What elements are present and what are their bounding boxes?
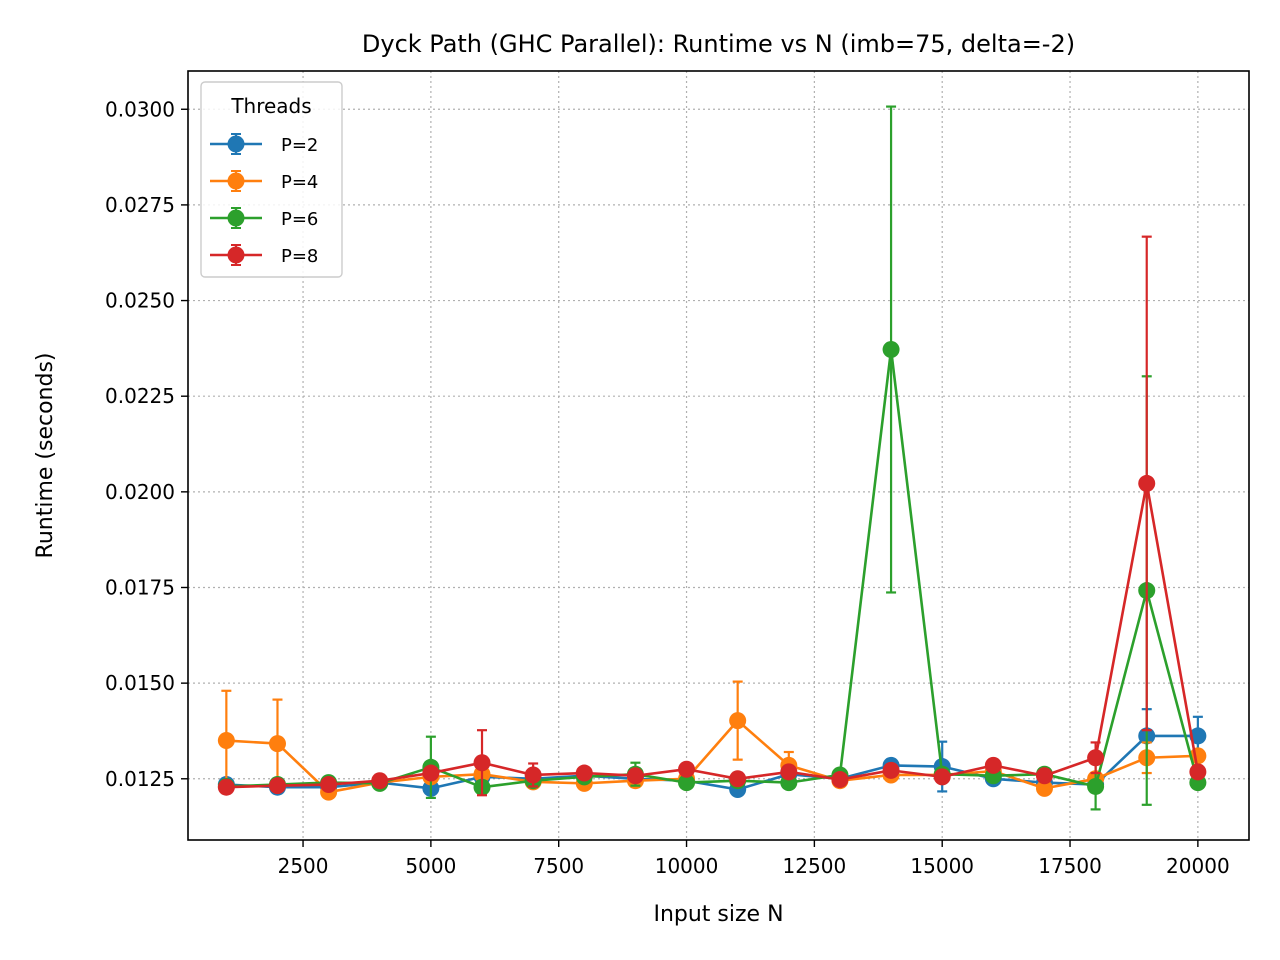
point-P=8-16000 [984,756,1002,774]
point-P=8-14000 [882,761,900,779]
point-P=8-10000 [678,760,696,778]
point-P=8-6000 [473,754,491,772]
y-tick-label-0: 0.0125 [105,767,175,791]
legend-title: Threads [230,94,311,118]
legend-label-P=8: P=8 [281,246,318,267]
point-P=6-18000 [1087,777,1105,795]
legend-marker-P=4 [227,172,245,190]
grid [188,71,1249,840]
point-P=8-15000 [933,768,951,786]
point-P=8-17000 [1035,767,1053,785]
point-P=8-5000 [422,764,440,782]
point-P=4-17000 [1035,779,1053,797]
point-P=8-7000 [524,766,542,784]
series-line-P=8 [226,482,1200,789]
axes [187,70,1250,841]
x-tick-label-2: 7500 [533,854,584,878]
point-P=8-1000 [217,778,235,796]
x-tick-label-4: 12500 [783,854,847,878]
x-tick-label-7: 20000 [1166,854,1230,878]
series-line-P=2 [226,734,1198,791]
series-group [217,105,1207,811]
series-P=8 [217,235,1207,797]
point-P=8-18000 [1087,749,1105,767]
point-P=8-11000 [729,770,747,788]
point-P=6-14000 [882,341,900,359]
y-tick-label-4: 0.0225 [105,384,175,408]
y-tick-label-7: 0.0300 [105,97,175,121]
legend-label-P=4: P=4 [281,172,318,193]
x-tick-label-6: 17500 [1038,854,1102,878]
legend-entry-P=4: P=4 [210,170,318,193]
point-P=4-1000 [217,732,235,750]
point-P=8-8000 [575,764,593,782]
tick-labels: 2500 5000 7500 10000 12500 15000 17500 20000 0.0… [105,97,1230,878]
y-tick-label-1: 0.0150 [105,671,175,695]
legend-marker-P=8 [227,246,245,264]
y-tick-label-6: 0.0275 [105,193,175,217]
point-P=6-10000 [678,774,696,792]
point-P=4-2000 [268,735,286,753]
point-P=4-11000 [729,712,747,730]
y-tick-label-2: 0.0175 [105,575,175,599]
x-tick-label-1: 5000 [405,854,456,878]
point-P=8-4000 [371,772,389,790]
point-P=8-9000 [626,767,644,785]
chart-title: Dyck Path (GHC Parallel): Runtime vs N (… [362,30,1075,58]
x-tick-label-0: 2500 [278,854,329,878]
legend-entry-P=8: P=8 [210,244,318,267]
x-tick-label-3: 10000 [655,854,719,878]
point-P=2-20000 [1189,727,1207,745]
legend: Threads P=2 P=4 P=6 P=8 [200,81,343,278]
y-tick-label-3: 0.0200 [105,480,175,504]
legend-label-P=6: P=6 [281,209,318,230]
point-P=8-2000 [268,777,286,795]
point-P=8-12000 [780,763,798,781]
y-tick-label-5: 0.0250 [105,289,175,313]
point-P=8-20000 [1189,763,1207,781]
legend-marker-P=2 [227,135,245,153]
x-tick-label-5: 15000 [910,854,974,878]
x-axis-label: Input size N [653,902,783,927]
point-P=8-3000 [320,776,338,794]
legend-entry-P=6: P=6 [210,207,318,230]
legend-entry-P=2: P=2 [210,133,318,156]
y-axis-label: Runtime (seconds) [33,353,58,559]
legend-label-P=2: P=2 [281,135,318,156]
legend-marker-P=6 [227,209,245,227]
point-P=8-19000 [1138,474,1156,492]
point-P=8-13000 [831,771,849,789]
plot-frame [187,70,1250,841]
